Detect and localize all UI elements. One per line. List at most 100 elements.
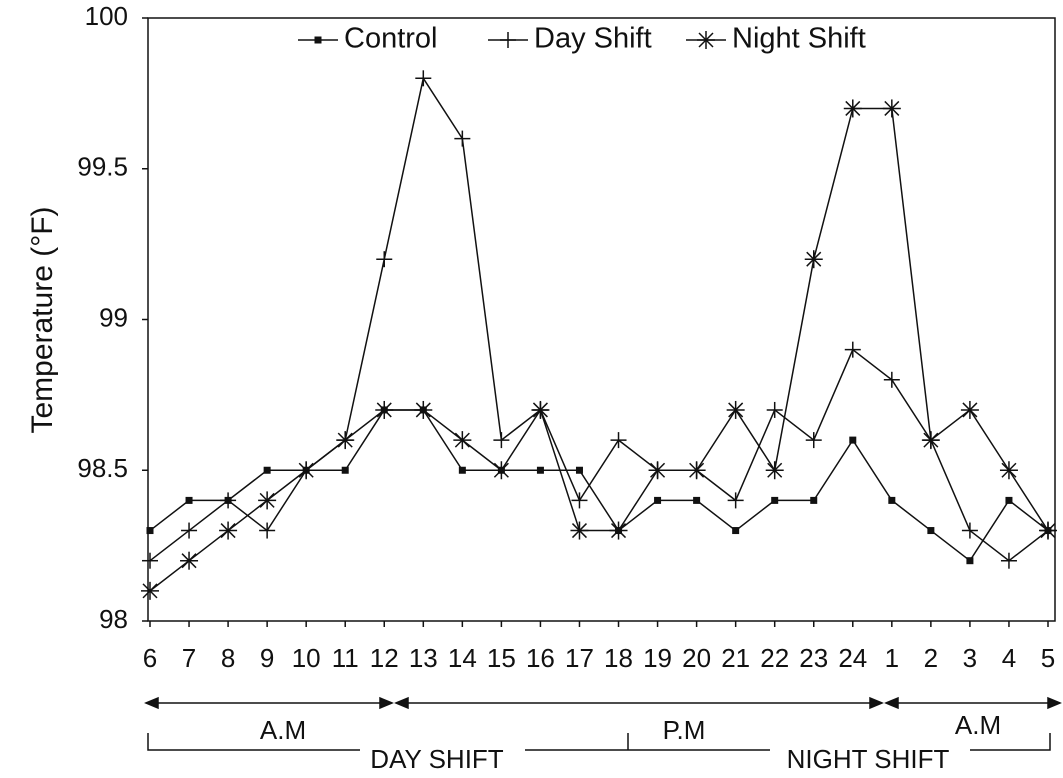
marker: [297, 461, 316, 480]
marker: [259, 522, 276, 539]
series-line: [149, 409, 1049, 562]
marker: [1005, 496, 1013, 504]
period-arrows: [144, 696, 1062, 710]
y-tick-label: 99.5: [77, 152, 128, 182]
marker: [888, 496, 896, 504]
marker: [999, 461, 1018, 480]
marker-stroke: [337, 432, 353, 448]
marker: [687, 461, 706, 480]
series-line: [149, 107, 1049, 592]
marker-stroke: [698, 32, 714, 48]
x-tick-label: 9: [260, 643, 274, 673]
x-tick-label: 15: [487, 643, 516, 673]
x-tick-label: 10: [292, 643, 321, 673]
marker: [263, 466, 271, 474]
marker: [1000, 552, 1017, 569]
marker: [927, 527, 935, 535]
marker-stroke: [650, 462, 666, 478]
x-tick-label: 14: [448, 643, 477, 673]
marker-square: [146, 527, 154, 535]
marker-stroke: [884, 100, 900, 116]
marker-stroke: [298, 462, 314, 478]
x-tick-label: 22: [760, 643, 789, 673]
marker: [765, 461, 784, 480]
marker-stroke: [845, 100, 861, 116]
x-tick-label: 3: [963, 643, 977, 673]
marker: [844, 341, 861, 358]
marker: [693, 496, 701, 504]
x-tick-label: 8: [221, 643, 235, 673]
marker-stroke: [571, 523, 588, 539]
marker-square: [185, 496, 193, 504]
marker-square: [654, 496, 662, 504]
annotation: A.M: [955, 710, 1001, 740]
marker: [414, 400, 433, 419]
marker-square: [966, 557, 974, 565]
marker: [1039, 521, 1057, 540]
x-tick-label: 2: [924, 643, 938, 673]
marker-square: [927, 527, 935, 535]
marker: [181, 522, 198, 539]
x-tick-label: 23: [799, 643, 828, 673]
marker: [453, 431, 472, 450]
marker: [141, 581, 159, 600]
marker: [648, 461, 667, 480]
marker: [531, 400, 550, 419]
x-tick-label: 24: [838, 643, 867, 673]
marker: [258, 491, 277, 510]
marker-square: [341, 466, 349, 474]
marker-stroke: [728, 402, 744, 418]
marker: [570, 521, 589, 540]
marker: [336, 431, 355, 450]
marker-square: [849, 436, 857, 444]
marker-stroke: [610, 523, 627, 539]
marker-square: [1005, 496, 1013, 504]
marker: [804, 250, 823, 269]
annotation: DAY SHIFT: [370, 744, 504, 774]
marker-stroke: [259, 492, 275, 508]
marker: [697, 31, 715, 49]
marker: [726, 400, 745, 419]
marker: [575, 466, 583, 474]
legend-label: Night Shift: [732, 23, 866, 55]
x-tick-label: 13: [409, 643, 438, 673]
marker: [921, 431, 940, 450]
shift-bracket: [147, 733, 1051, 751]
marker: [185, 496, 193, 504]
x-tick-label: 12: [370, 643, 399, 673]
marker: [454, 130, 471, 147]
marker: [805, 432, 822, 449]
marker: [219, 521, 238, 540]
annotation: A.M: [260, 715, 306, 745]
x-tick-label: 6: [143, 643, 157, 673]
y-tick-label: 99: [99, 302, 128, 332]
marker-stroke: [689, 462, 705, 478]
x-tick-label: 11: [332, 643, 359, 673]
annotation: P.M: [663, 715, 706, 745]
marker: [314, 36, 322, 44]
marker: [146, 527, 154, 535]
marker: [883, 371, 900, 388]
marker: [654, 496, 662, 504]
marker: [142, 552, 158, 569]
series-line: [149, 76, 1049, 562]
marker-stroke: [532, 402, 548, 418]
marker-stroke: [493, 462, 509, 478]
marker-stroke: [1001, 462, 1017, 478]
marker: [220, 492, 237, 509]
x-tick-label: 18: [604, 643, 633, 673]
marker: [610, 432, 627, 449]
y-tick-label: 100: [85, 1, 128, 31]
marker-stroke: [415, 402, 431, 418]
marker: [810, 496, 818, 504]
marker: [458, 466, 466, 474]
marker: [609, 521, 628, 540]
marker: [376, 251, 393, 268]
marker-stroke: [923, 432, 939, 448]
marker-square: [575, 466, 583, 474]
marker: [341, 466, 349, 474]
marker-square: [732, 527, 740, 535]
legend-label: Day Shift: [534, 23, 652, 55]
marker-stroke: [181, 553, 197, 569]
marker: [960, 400, 979, 419]
